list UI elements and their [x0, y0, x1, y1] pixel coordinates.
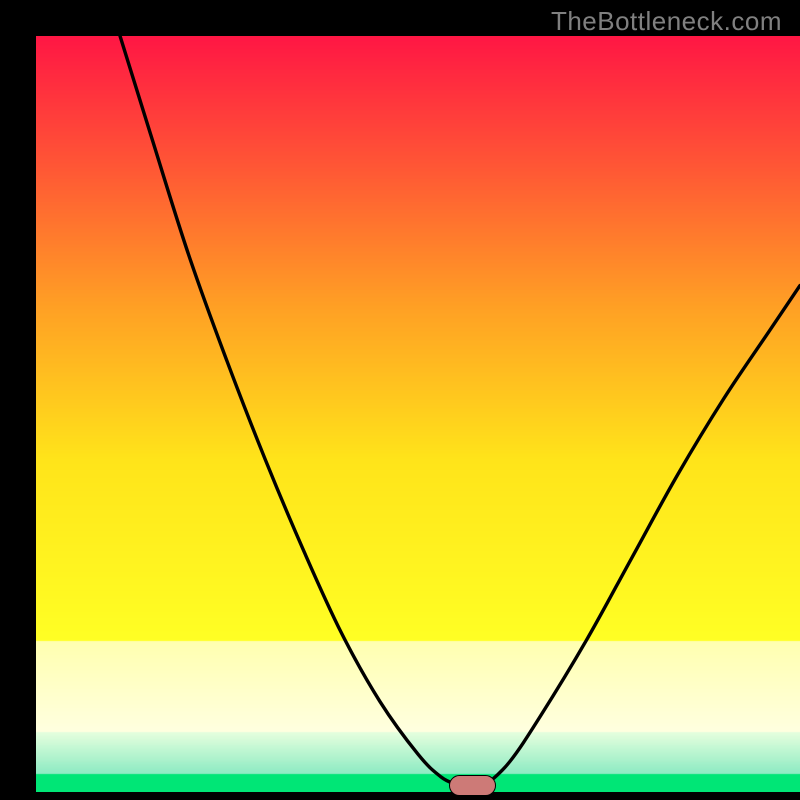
watermark-text: TheBottleneck.com: [551, 6, 782, 37]
optimal-point-marker: [449, 775, 497, 797]
gradient-background: [36, 36, 800, 792]
plot-area: [36, 36, 800, 792]
chart-stage: TheBottleneck.com: [0, 0, 800, 800]
